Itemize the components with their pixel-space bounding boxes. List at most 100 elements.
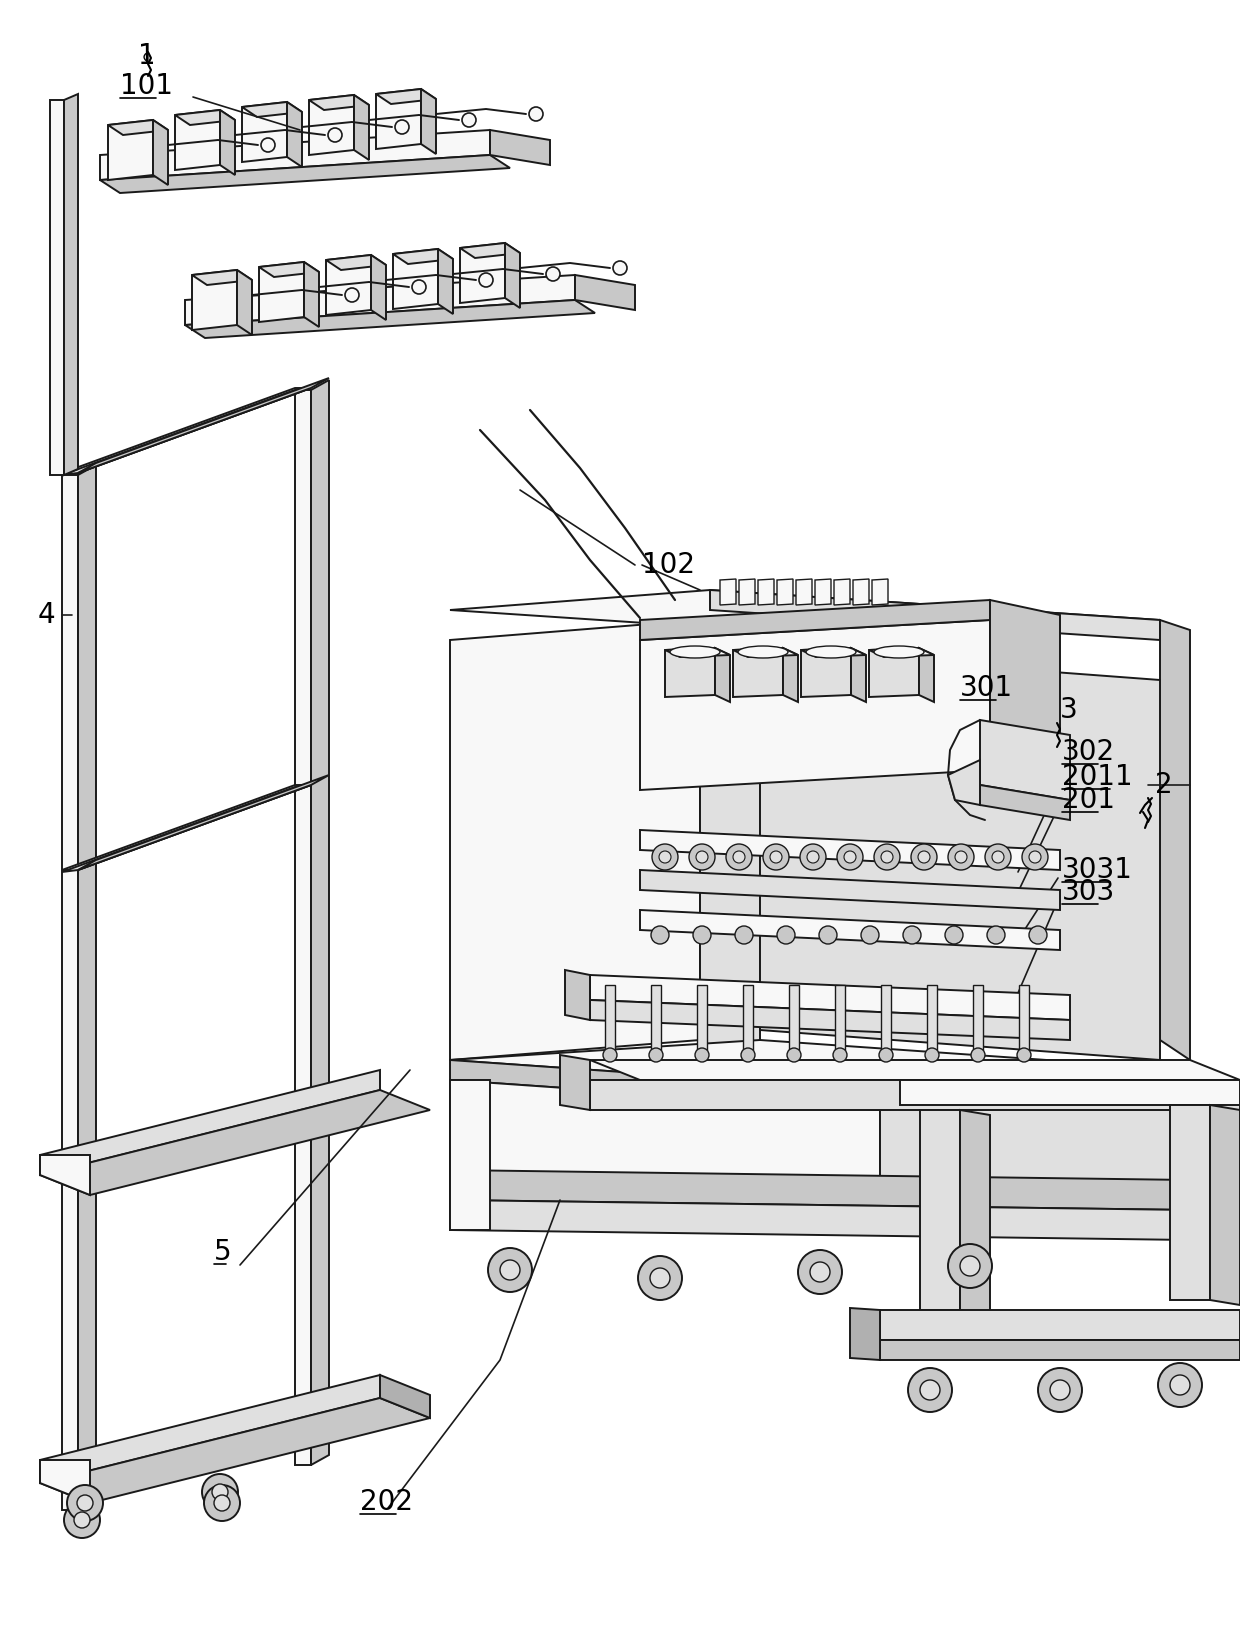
- Polygon shape: [259, 261, 319, 278]
- Polygon shape: [869, 649, 934, 657]
- Circle shape: [1171, 1374, 1190, 1395]
- Polygon shape: [590, 1000, 1070, 1039]
- Polygon shape: [438, 248, 453, 314]
- Polygon shape: [853, 578, 869, 605]
- Polygon shape: [242, 101, 286, 162]
- Polygon shape: [739, 578, 755, 605]
- Text: 303: 303: [1061, 877, 1115, 905]
- Circle shape: [479, 273, 494, 288]
- Polygon shape: [815, 578, 831, 605]
- Polygon shape: [949, 760, 980, 806]
- Polygon shape: [733, 649, 782, 698]
- Circle shape: [689, 845, 715, 869]
- Circle shape: [955, 851, 967, 863]
- Circle shape: [807, 851, 818, 863]
- Circle shape: [763, 845, 789, 869]
- Circle shape: [77, 1495, 93, 1511]
- Circle shape: [733, 851, 745, 863]
- Polygon shape: [108, 119, 167, 136]
- Text: 3031: 3031: [1061, 856, 1133, 884]
- Circle shape: [603, 1047, 618, 1062]
- Circle shape: [837, 845, 863, 869]
- Text: 302: 302: [1061, 739, 1115, 766]
- Polygon shape: [326, 255, 386, 270]
- Polygon shape: [78, 466, 95, 1510]
- Polygon shape: [64, 95, 78, 475]
- Text: 301: 301: [960, 673, 1013, 703]
- Circle shape: [650, 1268, 670, 1288]
- Polygon shape: [175, 109, 219, 170]
- Circle shape: [500, 1260, 520, 1279]
- Polygon shape: [1159, 619, 1190, 1060]
- Text: 201: 201: [1061, 786, 1115, 814]
- Circle shape: [345, 288, 360, 302]
- Polygon shape: [393, 248, 438, 309]
- Circle shape: [911, 845, 937, 869]
- Polygon shape: [376, 88, 436, 105]
- Ellipse shape: [670, 645, 720, 659]
- Circle shape: [874, 845, 900, 869]
- Polygon shape: [1210, 1105, 1240, 1306]
- Polygon shape: [758, 578, 774, 605]
- Circle shape: [651, 926, 670, 944]
- Polygon shape: [100, 155, 510, 193]
- Circle shape: [215, 1495, 229, 1511]
- Polygon shape: [1019, 985, 1029, 1051]
- Polygon shape: [62, 387, 311, 475]
- Text: 1: 1: [138, 42, 156, 70]
- Polygon shape: [40, 1090, 430, 1194]
- Circle shape: [463, 113, 476, 127]
- Circle shape: [742, 1047, 755, 1062]
- Circle shape: [1017, 1047, 1030, 1062]
- Circle shape: [693, 926, 711, 944]
- Circle shape: [787, 1047, 801, 1062]
- Circle shape: [658, 851, 671, 863]
- Polygon shape: [835, 985, 844, 1051]
- Circle shape: [205, 1485, 241, 1521]
- Circle shape: [800, 845, 826, 869]
- Circle shape: [908, 1368, 952, 1412]
- Polygon shape: [640, 619, 990, 789]
- Polygon shape: [242, 101, 303, 118]
- Polygon shape: [62, 784, 311, 869]
- Polygon shape: [575, 275, 635, 310]
- Circle shape: [945, 926, 963, 944]
- Polygon shape: [711, 590, 1159, 641]
- Circle shape: [879, 1047, 893, 1062]
- Circle shape: [1022, 845, 1048, 869]
- Polygon shape: [192, 270, 252, 284]
- Polygon shape: [309, 95, 353, 155]
- Polygon shape: [796, 578, 812, 605]
- Polygon shape: [259, 261, 304, 322]
- Text: 2: 2: [1154, 771, 1173, 799]
- Ellipse shape: [738, 645, 787, 659]
- Polygon shape: [651, 985, 661, 1051]
- Polygon shape: [460, 243, 520, 258]
- Polygon shape: [665, 649, 715, 698]
- Circle shape: [64, 1502, 100, 1538]
- Polygon shape: [108, 119, 153, 180]
- Polygon shape: [880, 985, 892, 1051]
- Polygon shape: [733, 649, 799, 657]
- Circle shape: [1029, 926, 1047, 944]
- Text: 4: 4: [38, 601, 56, 629]
- Polygon shape: [393, 248, 453, 265]
- Polygon shape: [928, 985, 937, 1051]
- Polygon shape: [880, 1310, 1240, 1340]
- Polygon shape: [720, 578, 737, 605]
- Polygon shape: [801, 649, 851, 698]
- Polygon shape: [450, 590, 1159, 641]
- Polygon shape: [450, 1170, 1190, 1211]
- Polygon shape: [990, 770, 1060, 796]
- Circle shape: [694, 1047, 709, 1062]
- Circle shape: [639, 1257, 682, 1301]
- Polygon shape: [960, 1109, 990, 1315]
- Circle shape: [396, 119, 409, 134]
- Polygon shape: [560, 1056, 590, 1109]
- Circle shape: [1050, 1381, 1070, 1400]
- Polygon shape: [371, 255, 386, 320]
- Circle shape: [212, 1484, 228, 1500]
- Circle shape: [546, 266, 560, 281]
- Text: 202: 202: [360, 1489, 413, 1516]
- Text: 101: 101: [120, 72, 174, 100]
